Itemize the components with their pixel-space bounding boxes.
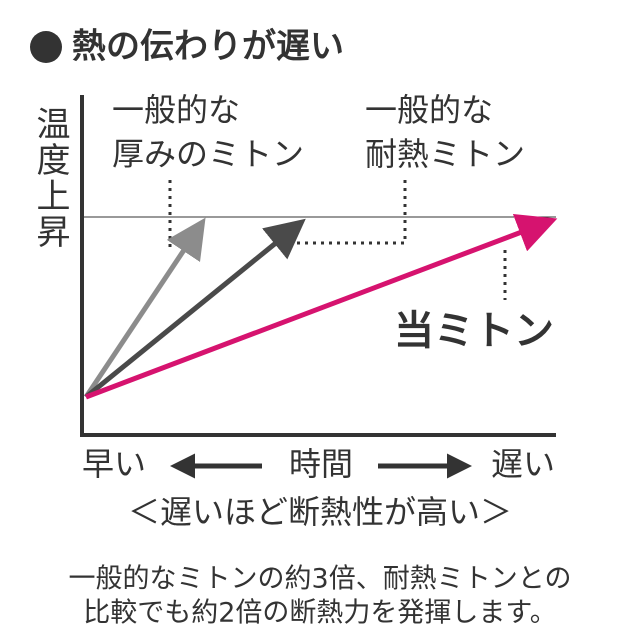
label-heat-2: 耐熱ミトン (365, 135, 525, 173)
label-our: 当ミトン (394, 308, 554, 354)
title: 熱の伝わりが遅い (72, 27, 344, 67)
footer-2: 比較でも約2倍の断熱力を発揮します。 (83, 598, 556, 629)
x-right: 遅い (491, 445, 555, 483)
label-thick-2: 厚みのミトン (112, 135, 304, 173)
arrow-our-mitten (85, 213, 558, 400)
x-center: 時間 (289, 445, 353, 483)
footer-1: 一般的なミトンの約3倍、耐熱ミトンとの (69, 564, 572, 595)
label-thick-1: 一般的な (112, 91, 240, 129)
bullet (30, 31, 62, 63)
arrow-heat-mitten (84, 218, 306, 399)
y-axis-label: 温度上昇 (30, 106, 70, 250)
x-left: 早い (82, 445, 146, 483)
leader-lines (168, 180, 507, 300)
arrow-thick-mitten (83, 217, 206, 399)
caption: ＜遅いほど断熱性が高い＞ (128, 493, 512, 531)
label-heat-1: 一般的な (365, 91, 493, 129)
